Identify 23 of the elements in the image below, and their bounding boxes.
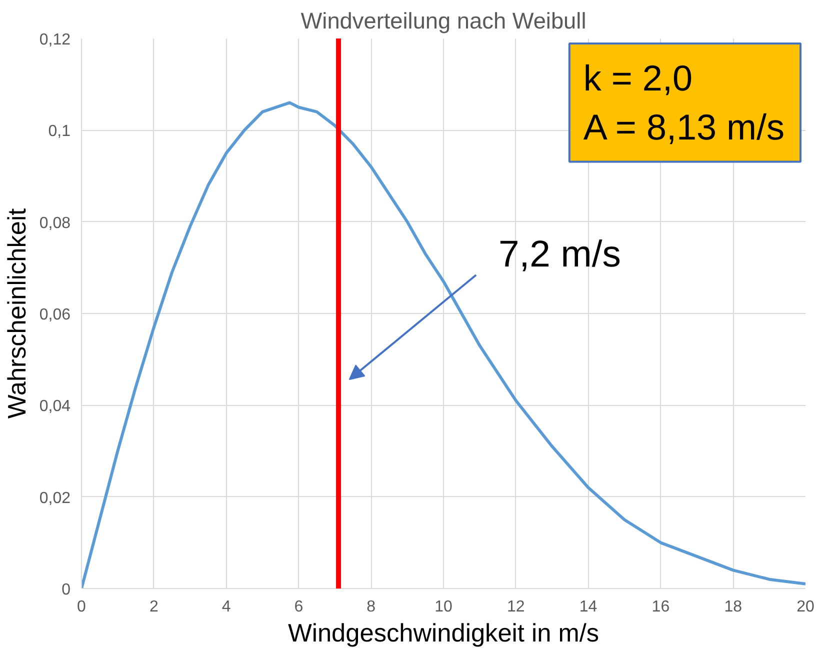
x-tick-label: 20: [796, 598, 814, 616]
x-tick-label: 2: [149, 598, 158, 616]
x-tick-label: 18: [724, 598, 742, 616]
x-tick-label: 12: [507, 598, 525, 616]
x-tick-label: 16: [652, 598, 670, 616]
x-tick-label: 4: [222, 598, 231, 616]
x-tick-label: 8: [366, 598, 376, 616]
y-tick-label: 0: [62, 582, 71, 598]
y-tick-label: 0,06: [39, 306, 71, 324]
y-tick-label: 0,08: [39, 214, 71, 232]
x-tick-label: 0: [77, 598, 86, 616]
x-axis-title: Windgeschwindigkeit in m/s: [288, 620, 600, 648]
y-tick-label: 0,1: [48, 123, 71, 140]
x-tick-label: 14: [579, 598, 598, 616]
chart-title: Windverteilung nach Weibull: [300, 8, 586, 34]
y-tick-label: 0,12: [39, 32, 71, 48]
ref-line-label: 7,2 m/s: [498, 232, 621, 274]
y-tick-label: 0,02: [39, 490, 71, 507]
x-tick-label: 6: [294, 598, 304, 616]
annotation: k = 2,0 A = 8,13 m/s: [583, 58, 785, 148]
x-tick-label: 10: [434, 598, 452, 616]
y-tick-label: 0,04: [39, 398, 71, 416]
y-axis-title: Wahrscheinlichkeit: [3, 208, 32, 419]
